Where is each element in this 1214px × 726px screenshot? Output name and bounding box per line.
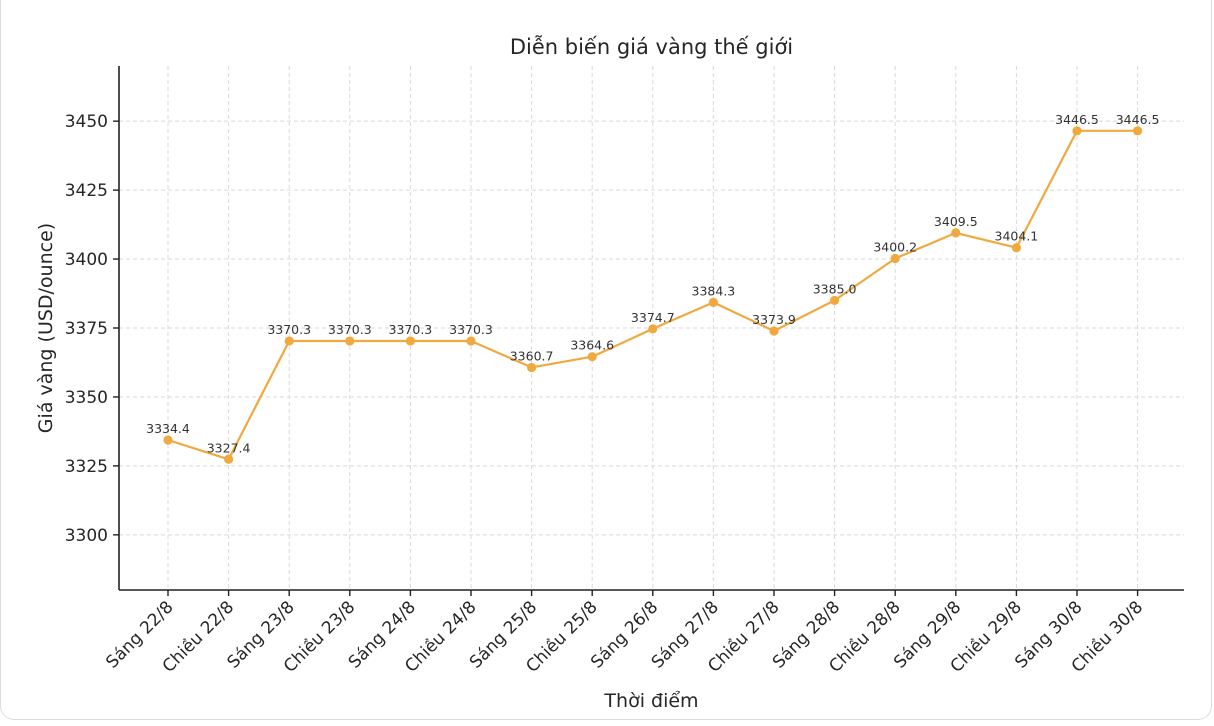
y-tick-label: 3375	[65, 319, 108, 339]
chart-title: Diễn biến giá vàng thế giới	[510, 34, 793, 59]
y-tick-label: 3350	[65, 388, 108, 408]
data-label: 3409.5	[934, 214, 978, 229]
data-point	[769, 326, 779, 336]
data-point	[830, 295, 840, 306]
data-point	[951, 228, 961, 238]
data-label: 3364.6	[570, 338, 614, 353]
y-tick-label: 3450	[65, 112, 108, 132]
data-point	[163, 435, 173, 445]
data-label: 3327.4	[207, 440, 251, 455]
data-point	[1072, 126, 1082, 136]
data-label: 3373.9	[752, 312, 796, 327]
data-label: 3360.7	[510, 348, 554, 363]
data-point	[890, 253, 900, 264]
data-point	[1011, 243, 1022, 253]
data-label: 3404.1	[995, 229, 1039, 244]
data-point	[405, 336, 415, 346]
data-point	[708, 297, 719, 307]
y-axis-title: Giá vàng (USD/ounce)	[35, 223, 57, 433]
data-point	[466, 336, 476, 346]
data-label: 3374.7	[631, 310, 675, 325]
data-label: 3370.3	[449, 322, 493, 337]
y-tick-label: 3400	[65, 250, 108, 270]
data-point	[345, 336, 355, 346]
data-label: 3384.3	[692, 283, 736, 298]
data-labels: 3334.4 3327.4 3370.3 3370.3 3370.3 3370.3 3360…	[146, 112, 1159, 455]
y-ticks: 3300 3325 3350 3375 3400 3425 3450	[65, 112, 119, 546]
y-tick-label: 3300	[65, 526, 108, 546]
data-label: 3334.4	[146, 421, 190, 436]
data-point	[224, 454, 234, 464]
data-point	[284, 336, 294, 346]
data-label: 3400.2	[873, 240, 917, 255]
data-label: 3370.3	[389, 322, 433, 337]
x-axis-title: Thời điểm	[603, 690, 698, 712]
grid	[119, 66, 1184, 590]
data-point	[587, 352, 597, 362]
y-tick-label: 3325	[65, 457, 108, 477]
data-label: 3370.3	[328, 322, 372, 337]
data-label: 3446.5	[1116, 112, 1160, 127]
data-label: 3385.0	[813, 281, 857, 296]
data-point	[648, 324, 658, 334]
y-tick-label: 3425	[65, 181, 108, 201]
data-label: 3446.5	[1055, 112, 1099, 127]
data-point	[1133, 126, 1143, 136]
series	[163, 126, 1143, 464]
data-point	[527, 362, 537, 373]
data-label: 3370.3	[267, 322, 311, 337]
